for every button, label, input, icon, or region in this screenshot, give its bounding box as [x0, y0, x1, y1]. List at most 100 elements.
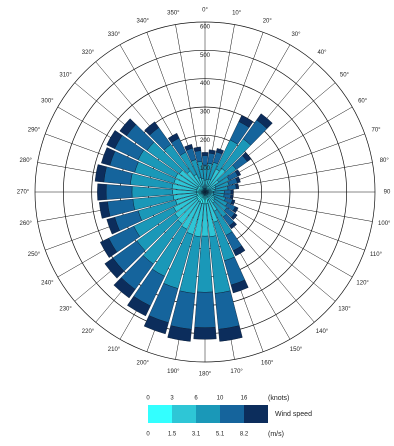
wedge-segment — [208, 149, 216, 155]
wedge-segment — [113, 277, 136, 299]
wedge-segment — [99, 201, 111, 219]
legend-swatch — [172, 405, 196, 423]
wedge-segment — [232, 245, 246, 257]
r-tick-label: 200 — [200, 138, 211, 144]
wedge-segment — [230, 212, 238, 221]
direction-label: 100° — [378, 221, 391, 227]
legend-title: Wind speed — [275, 411, 312, 418]
direction-label: 150° — [290, 347, 303, 353]
direction-label: 10° — [232, 10, 242, 16]
wedge-segment — [228, 221, 238, 230]
wedge-segment — [97, 183, 107, 201]
direction-label: 270° — [17, 190, 30, 196]
legend-ms-label: 3.1 — [192, 432, 201, 438]
direction-label: 140° — [316, 329, 329, 335]
direction-label: 330° — [108, 32, 121, 38]
wedge-segment — [99, 237, 118, 258]
wedge-segment — [193, 327, 217, 340]
wedge-segment — [193, 146, 202, 152]
wedge-segment — [230, 199, 236, 206]
legend-ms-label: 0 — [146, 432, 150, 438]
direction-label: 80° — [380, 158, 390, 164]
direction-label: 70° — [371, 127, 381, 133]
wedge-segment — [94, 164, 107, 183]
r-tick-label: 300 — [200, 110, 211, 116]
legend-knots-label: 16 — [241, 396, 248, 402]
direction-label: 170° — [230, 369, 243, 375]
direction-label: 50° — [340, 73, 350, 79]
direction-label: 0° — [202, 8, 208, 14]
wedge-segment — [230, 279, 249, 294]
legend-swatch — [244, 405, 268, 423]
direction-label: 340° — [137, 19, 150, 25]
wedge-segment — [101, 147, 116, 166]
direction-label: 260° — [20, 221, 33, 227]
wedge-segment — [184, 143, 193, 151]
wedge-segment — [230, 194, 234, 200]
direction-label: 110° — [370, 252, 383, 258]
wedge-segment — [215, 148, 224, 155]
direction-label: 280° — [20, 158, 33, 164]
wedge-segment — [230, 189, 234, 195]
direction-label: 210° — [108, 347, 121, 353]
wedge-segment — [106, 216, 120, 235]
direction-label: 230° — [59, 307, 72, 313]
direction-label: 180° — [199, 372, 212, 378]
legend-knots-label: 3 — [170, 396, 174, 402]
wedge-segment — [143, 315, 169, 335]
wedge-segment — [256, 113, 273, 129]
legend-swatch — [196, 405, 220, 423]
wedge-segment — [235, 183, 240, 190]
direction-label: 200° — [137, 361, 150, 367]
direction-label: 160° — [261, 361, 274, 367]
wedge-segment — [234, 169, 242, 177]
wedge-segment — [106, 130, 123, 149]
direction-label: 350° — [167, 10, 180, 16]
legend-knots-label: 10 — [217, 396, 224, 402]
wedge-segment — [167, 132, 180, 143]
wedge-segment — [167, 325, 192, 342]
r-tick-label: 100 — [200, 166, 211, 172]
wedge-segment — [127, 295, 151, 317]
wedge-segment — [214, 290, 240, 330]
direction-label: 40° — [317, 50, 327, 56]
direction-label: 290° — [28, 127, 41, 133]
direction-label: 130° — [338, 307, 351, 313]
legend-ms-label: 5.1 — [216, 432, 225, 438]
wedge-segment — [232, 206, 239, 214]
direction-label: 30° — [291, 32, 301, 38]
wedge-segment — [223, 189, 232, 195]
direction-label: 310° — [59, 73, 72, 79]
legend-ms-label: 1.5 — [168, 432, 177, 438]
direction-label: 120° — [356, 281, 369, 287]
wedge-segment — [194, 291, 216, 328]
direction-label: 320° — [82, 50, 95, 56]
direction-label: 220° — [82, 329, 95, 335]
direction-label: 240° — [41, 281, 54, 287]
wedge-segment — [119, 118, 137, 137]
r-tick-label: 600 — [200, 25, 211, 31]
wedge-segment — [201, 155, 209, 166]
wedge-segment — [238, 115, 254, 128]
direction-label: 20° — [263, 19, 273, 25]
legend-knots-label: 6 — [194, 396, 198, 402]
legend-ms-label: 8.2 — [240, 432, 249, 438]
direction-label: 60° — [358, 99, 368, 105]
direction-label: 300° — [41, 99, 54, 105]
wedge-segment — [201, 152, 209, 156]
wedge-segment — [235, 176, 241, 184]
wedge-segment — [241, 152, 252, 162]
legend-swatch — [220, 405, 244, 423]
legend-swatch — [148, 405, 172, 423]
direction-label: 190° — [167, 369, 180, 375]
r-tick-label: 500 — [200, 53, 211, 59]
legend-unit: (m/s) — [268, 431, 284, 438]
wedge-segment — [104, 257, 125, 279]
direction-label: 90 — [384, 190, 391, 196]
wedge-segment — [105, 184, 133, 200]
wedge-segment — [144, 121, 160, 136]
legend-knots-label: 0 — [146, 396, 150, 402]
direction-label: 250° — [28, 252, 41, 258]
r-tick-label: 400 — [200, 81, 211, 87]
